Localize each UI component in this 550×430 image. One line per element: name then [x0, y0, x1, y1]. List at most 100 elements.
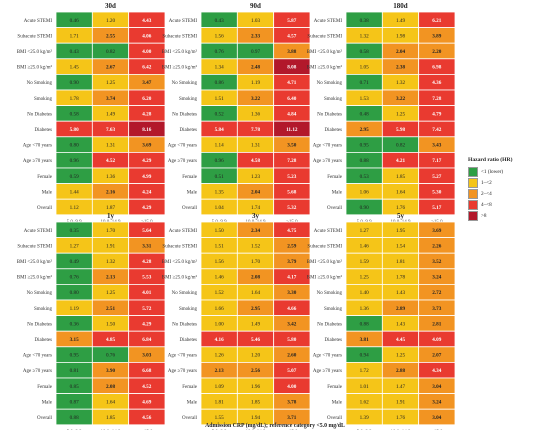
cell-value: 1.46	[215, 275, 224, 281]
cell-value: 4.52	[142, 384, 151, 390]
cell-value: 1.98	[396, 33, 405, 39]
cell-value: 0.97	[251, 49, 260, 55]
cell-value: 4.09	[432, 337, 441, 343]
row-label: Age ≥70 years	[313, 369, 342, 374]
cell-value: 0.35	[70, 228, 79, 234]
heatmap-cell	[128, 198, 166, 216]
cell-value: 1.40	[360, 290, 369, 296]
cell-value: 0.48	[360, 111, 369, 117]
row-label: Age ≥70 years	[168, 159, 197, 164]
legend-item: >8	[468, 210, 550, 221]
cell-value: 1.64	[396, 189, 405, 195]
cell-value: 3.78	[287, 399, 296, 405]
legend-title: Hazard ratio (HR)	[468, 157, 513, 163]
cell-value: 0.49	[70, 259, 79, 265]
row-label: Male	[332, 190, 343, 195]
cell-value: 3.15	[70, 337, 79, 343]
cell-value: 0.80	[70, 143, 79, 149]
row-label: Acute STEMI	[169, 229, 198, 234]
cell-value: 0.80	[70, 290, 79, 296]
cell-value: 0.58	[70, 111, 79, 117]
cell-value: 2.04	[396, 49, 405, 55]
row-label: BMI ≥25.0 kg/m²	[162, 65, 198, 71]
cell-value: 1.23	[251, 174, 260, 180]
cell-value: 1.87	[106, 205, 115, 211]
row-label: BMI ≥25.0 kg/m²	[307, 65, 343, 71]
legend-label: 1–<2	[481, 179, 492, 186]
cell-value: 4.36	[432, 80, 441, 86]
row-label: No Diabetes	[27, 322, 52, 327]
cell-value: 1.64	[251, 290, 260, 296]
cell-value: 6.40	[287, 96, 296, 102]
row-label: BMI ≥25.0 kg/m²	[307, 275, 343, 281]
cell-value: 3.50	[287, 143, 296, 149]
cell-value: 1.49	[106, 111, 115, 117]
row-label: BMI <25.0 kg/m²	[17, 49, 53, 55]
cell-value: 1.32	[106, 259, 115, 265]
cell-value: 1.26	[215, 353, 224, 359]
cell-value: 3.74	[106, 96, 115, 102]
cell-value: 1.36	[360, 306, 369, 312]
row-label: BMI <25.0 kg/m²	[17, 259, 53, 265]
cell-value: 4.29	[142, 205, 151, 211]
cell-value: 0.88	[360, 321, 369, 327]
cell-value: 4.69	[142, 399, 151, 405]
cell-value: 1.45	[70, 65, 79, 71]
cell-value: 3.24	[432, 275, 441, 281]
cell-value: 5.80	[70, 127, 79, 133]
cell-value: 1.52	[215, 290, 224, 296]
cell-value: 0.51	[215, 174, 224, 180]
row-label: Female	[182, 175, 197, 180]
cell-value: 5.64	[142, 228, 151, 234]
panel-title: 90d	[250, 2, 261, 10]
cell-value: 6.84	[142, 337, 151, 343]
cell-value: 1.31	[106, 143, 115, 149]
panel-title: 180d	[393, 2, 408, 10]
cell-value: 1.76	[396, 205, 405, 211]
row-label: No Smoking	[172, 81, 198, 86]
legend-swatch	[468, 210, 478, 221]
cell-value: 0.76	[106, 353, 115, 359]
panel-title: 30d	[105, 2, 116, 10]
cell-value: 2.13	[106, 275, 115, 281]
cell-value: 4.00	[142, 49, 151, 55]
cell-value: 1.81	[215, 399, 224, 405]
row-label: Overall	[37, 206, 53, 211]
cell-value: 1.78	[396, 275, 405, 281]
row-label: Subacute STEMI	[162, 244, 197, 249]
cell-value: 1.85	[396, 174, 405, 180]
row-label: Smoking	[179, 307, 198, 312]
row-label: Overall	[182, 416, 198, 421]
cell-value: 4.58	[251, 158, 260, 164]
row-label: Acute STEMI	[314, 229, 343, 234]
cell-value: 6.21	[432, 18, 441, 24]
cell-value: 1.85	[251, 399, 260, 405]
cell-value: 0.36	[70, 321, 79, 327]
row-label: Female	[327, 175, 342, 180]
row-label: BMI <25.0 kg/m²	[162, 49, 198, 55]
legend-item: 2–<4	[468, 188, 550, 199]
cell-value: 4.79	[432, 111, 441, 117]
cell-value: 2.34	[251, 228, 260, 234]
heatmap-cell	[418, 198, 456, 216]
cell-value: 3.71	[287, 415, 296, 421]
row-label: Male	[332, 400, 343, 405]
panel-title: 5y	[397, 212, 405, 220]
cell-value: 0.90	[360, 205, 369, 211]
cell-value: 1.06	[360, 189, 369, 195]
cell-value: 1.43	[396, 290, 405, 296]
cell-value: 2.89	[396, 306, 405, 312]
cell-value: 0.59	[70, 174, 79, 180]
cell-value: 1.34	[215, 65, 224, 71]
cell-value: 4.34	[432, 368, 441, 374]
heatmap-cell	[418, 408, 456, 426]
cell-value: 1.49	[251, 321, 260, 327]
cell-value: 7.63	[106, 127, 115, 133]
row-label: BMI <25.0 kg/m²	[162, 259, 198, 265]
cell-value: 0.53	[360, 174, 369, 180]
cell-value: 0.82	[106, 49, 115, 55]
cell-value: 3.79	[287, 259, 296, 265]
cell-value: 4.28	[142, 111, 151, 117]
legend-item: <1 (lower)	[468, 166, 550, 177]
